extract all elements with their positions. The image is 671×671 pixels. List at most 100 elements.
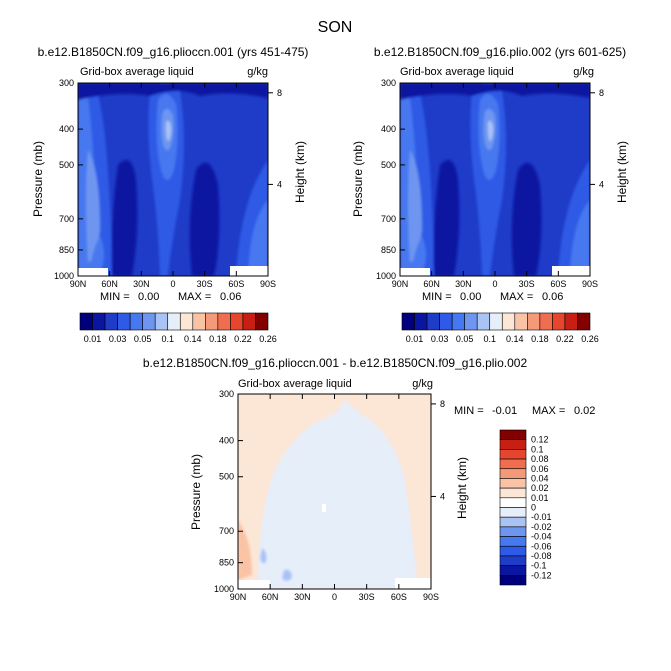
panel-1-subtitle-left: Grid-box average liquid (80, 66, 194, 78)
colorbar-label: 0.18 (209, 334, 227, 344)
x-tick-label: 90S (582, 279, 598, 289)
colorbar-swatch (217, 312, 231, 331)
colorbar-label: 0.01 (531, 493, 549, 503)
colorbar-swatch (499, 516, 527, 528)
x-tick-label: 30S (359, 592, 375, 602)
panel-3-subtitle-right: g/kg (412, 378, 433, 390)
panel-3-title: b.e12.B1850CN.f09_g16.plioccn.001 - b.e1… (143, 356, 528, 370)
colorbar-swatch (489, 312, 503, 331)
colorbar-swatch (451, 312, 465, 331)
colorbar-swatch (499, 536, 527, 547)
colorbar-swatch (501, 312, 516, 331)
panel-2-field-nh-max (408, 150, 422, 262)
y-tick-label: 1000 (54, 271, 74, 281)
panel-1: b.e12.B1850CN.f09_g16.plioccn.001 (yrs 4… (31, 45, 308, 344)
panel-3-min-label: MIN = (454, 405, 484, 417)
colorbar-label: 0.12 (531, 435, 549, 445)
panel-2-field-boundary (412, 236, 426, 272)
x-tick-label: 90N (70, 279, 87, 289)
x-tick-label: 90N (230, 592, 247, 602)
panel-2-axes: 90N 60N 30N 0 30S 60S 90S 300 400 500 700 850 1000 8 4 (376, 78, 604, 289)
colorbar-label: -0.04 (531, 532, 552, 542)
y-right-tick-label: 8 (440, 399, 445, 409)
panel-3-subtitle-left: Grid-box average liquid (238, 378, 352, 390)
colorbar-label: -0.02 (531, 522, 552, 532)
panel-3-max-label: MAX = (532, 405, 565, 417)
panel-2-topography-left (400, 268, 430, 276)
panel-3-axes: 90N 60N 30N 0 30S 60S 90S 300 400 500 700 850 1000 8 4 (214, 389, 445, 602)
panel-3: b.e12.B1850CN.f09_g16.plioccn.001 - b.e1… (143, 356, 596, 602)
y-tick-label: 500 (381, 160, 396, 170)
y-tick-label: 1000 (214, 584, 234, 594)
colorbar-label: 0.04 (531, 473, 549, 483)
colorbar-swatch (499, 575, 527, 586)
y-tick-label: 850 (59, 245, 74, 255)
colorbar-swatch (439, 312, 453, 331)
x-tick-label: 60S (550, 279, 566, 289)
colorbar-swatch (577, 312, 591, 331)
panel-1-field-subtrop-n (111, 160, 138, 276)
panel-2-min-value: 0.00 (460, 291, 481, 303)
panel-1-field-itcz-peak (165, 120, 172, 142)
colorbar-swatch (499, 458, 527, 470)
colorbar-label: -0.12 (531, 570, 552, 580)
y-tick-label: 400 (381, 124, 396, 134)
y-tick-label: 700 (381, 214, 396, 224)
colorbar-label: -0.06 (531, 541, 552, 551)
colorbar-swatch (552, 312, 566, 331)
x-tick-label: 90N (392, 279, 409, 289)
x-tick-label: 60N (423, 279, 440, 289)
colorbar-swatch (79, 312, 93, 331)
colorbar-label: 0.05 (456, 334, 474, 344)
colorbar-swatch (499, 497, 527, 508)
colorbar-label: 0.1 (161, 334, 174, 344)
colorbar-swatch (426, 312, 440, 331)
colorbar-label: 0.1 (531, 444, 544, 454)
y-tick-label: 850 (219, 558, 234, 568)
colorbar-swatch (499, 487, 527, 499)
x-tick-label: 0 (332, 592, 337, 602)
colorbar-label: 0.14 (184, 334, 202, 344)
colorbar-swatch (499, 439, 527, 450)
panel-1-min-value: 0.00 (138, 291, 159, 303)
colorbar-label: -0.08 (531, 551, 552, 561)
colorbar-swatch (499, 429, 527, 440)
colorbar-swatch (117, 312, 131, 331)
panel-2-ylabel: Pressure (mb) (351, 141, 365, 217)
panel-1-field-upper (78, 83, 268, 100)
panel-1-topography-left (78, 268, 108, 276)
panel-1-field-subtrop-s (189, 162, 220, 276)
colorbar-swatch (564, 312, 578, 331)
colorbar-swatch (179, 312, 194, 331)
panel-3-field-nh-positive (238, 520, 252, 580)
panel-3-topography-right (395, 578, 431, 589)
panel-2-title: b.e12.B1850CN.f09_g16.plio.002 (yrs 601-… (374, 45, 626, 59)
panel-1-ylabel-right: Height (km) (293, 141, 307, 203)
colorbar-swatch (499, 449, 527, 460)
panel-2-field-sh-core (570, 200, 590, 276)
x-tick-label: 30S (197, 279, 213, 289)
panel-1-field-sh-core (248, 200, 268, 276)
panel-1-topography-right (230, 266, 268, 276)
y-right-tick-label: 4 (440, 491, 445, 501)
panel-2-field-itcz-peak (487, 120, 494, 142)
panel-1-contour-field (78, 83, 268, 276)
colorbar-swatch (104, 312, 118, 331)
colorbar-swatch (142, 312, 156, 331)
colorbar-swatch (499, 545, 527, 557)
colorbar-label: 0.14 (506, 334, 524, 344)
panel-1-ylabel: Pressure (mb) (31, 141, 45, 217)
y-tick-label: 300 (381, 78, 396, 88)
colorbar-swatch (464, 312, 478, 331)
panel-1-min-label: MIN = (100, 291, 130, 303)
colorbar-swatch (499, 526, 527, 537)
colorbar-swatch (205, 312, 219, 331)
colorbar-label: 0.01 (406, 334, 424, 344)
panel-2-field-subtrop-s (511, 162, 542, 276)
colorbar-label: 0.22 (556, 334, 574, 344)
colorbar-swatch (192, 312, 206, 331)
colorbar-swatch (476, 312, 491, 331)
panel-2-contour-field (400, 83, 590, 276)
colorbar-swatch (414, 312, 428, 331)
panel-3-field-negative-region (258, 400, 418, 589)
